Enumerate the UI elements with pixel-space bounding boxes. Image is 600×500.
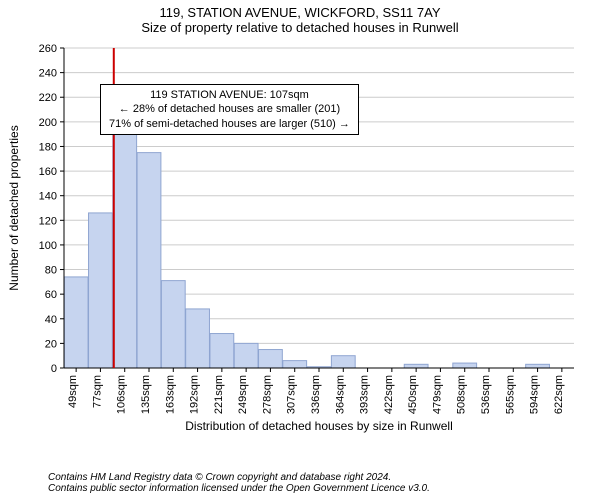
svg-text:240: 240: [39, 68, 57, 80]
svg-text:163sqm: 163sqm: [164, 375, 176, 414]
svg-text:422sqm: 422sqm: [383, 375, 395, 414]
svg-text:536sqm: 536sqm: [480, 375, 492, 414]
annotation-line-3: 71% of semi-detached houses are larger (…: [109, 117, 350, 131]
svg-text:364sqm: 364sqm: [334, 375, 346, 414]
svg-text:508sqm: 508sqm: [456, 375, 468, 414]
svg-text:565sqm: 565sqm: [504, 375, 516, 414]
svg-text:249sqm: 249sqm: [237, 375, 249, 414]
svg-text:Number of detached properties: Number of detached properties: [7, 125, 21, 290]
svg-text:135sqm: 135sqm: [140, 375, 152, 414]
svg-text:200: 200: [39, 117, 57, 129]
credit-line-1: Contains HM Land Registry data © Crown c…: [48, 472, 430, 483]
svg-text:479sqm: 479sqm: [431, 375, 443, 414]
svg-text:336sqm: 336sqm: [310, 375, 322, 414]
chart-container: 0 20 40 60 80 100 120 140 160 180 200 220 240 260 49sq…: [0, 38, 600, 448]
svg-text:100: 100: [39, 240, 57, 252]
svg-text:594sqm: 594sqm: [529, 375, 541, 414]
credit-block: Contains HM Land Registry data © Crown c…: [48, 472, 430, 494]
annotation-line-2: ← 28% of detached houses are smaller (20…: [109, 102, 350, 116]
svg-text:622sqm: 622sqm: [553, 375, 565, 414]
svg-text:278sqm: 278sqm: [261, 375, 273, 414]
credit-line-2: Contains public sector information licen…: [48, 483, 430, 494]
svg-text:450sqm: 450sqm: [407, 375, 419, 414]
svg-text:0: 0: [51, 363, 57, 375]
page-subtitle: Size of property relative to detached ho…: [0, 20, 600, 35]
svg-text:220: 220: [39, 92, 57, 104]
svg-text:180: 180: [39, 141, 57, 153]
svg-text:192sqm: 192sqm: [189, 375, 201, 414]
svg-text:106sqm: 106sqm: [116, 375, 128, 414]
svg-text:307sqm: 307sqm: [286, 375, 298, 414]
svg-text:260: 260: [39, 43, 57, 55]
page-title-address: 119, STATION AVENUE, WICKFORD, SS11 7AY: [0, 5, 600, 20]
svg-text:20: 20: [45, 338, 57, 350]
svg-text:221sqm: 221sqm: [213, 375, 225, 414]
svg-text:77sqm: 77sqm: [91, 375, 103, 408]
svg-text:160: 160: [39, 166, 57, 178]
svg-text:393sqm: 393sqm: [359, 375, 371, 414]
svg-text:120: 120: [39, 215, 57, 227]
svg-text:60: 60: [45, 289, 57, 301]
svg-text:Distribution of detached house: Distribution of detached houses by size …: [185, 419, 452, 433]
svg-text:80: 80: [45, 265, 57, 277]
annotation-line-1: 119 STATION AVENUE: 107sqm: [109, 88, 350, 102]
svg-text:49sqm: 49sqm: [67, 375, 79, 408]
annotation-box: 119 STATION AVENUE: 107sqm ← 28% of deta…: [100, 84, 359, 135]
svg-text:140: 140: [39, 191, 57, 203]
svg-text:40: 40: [45, 314, 57, 326]
